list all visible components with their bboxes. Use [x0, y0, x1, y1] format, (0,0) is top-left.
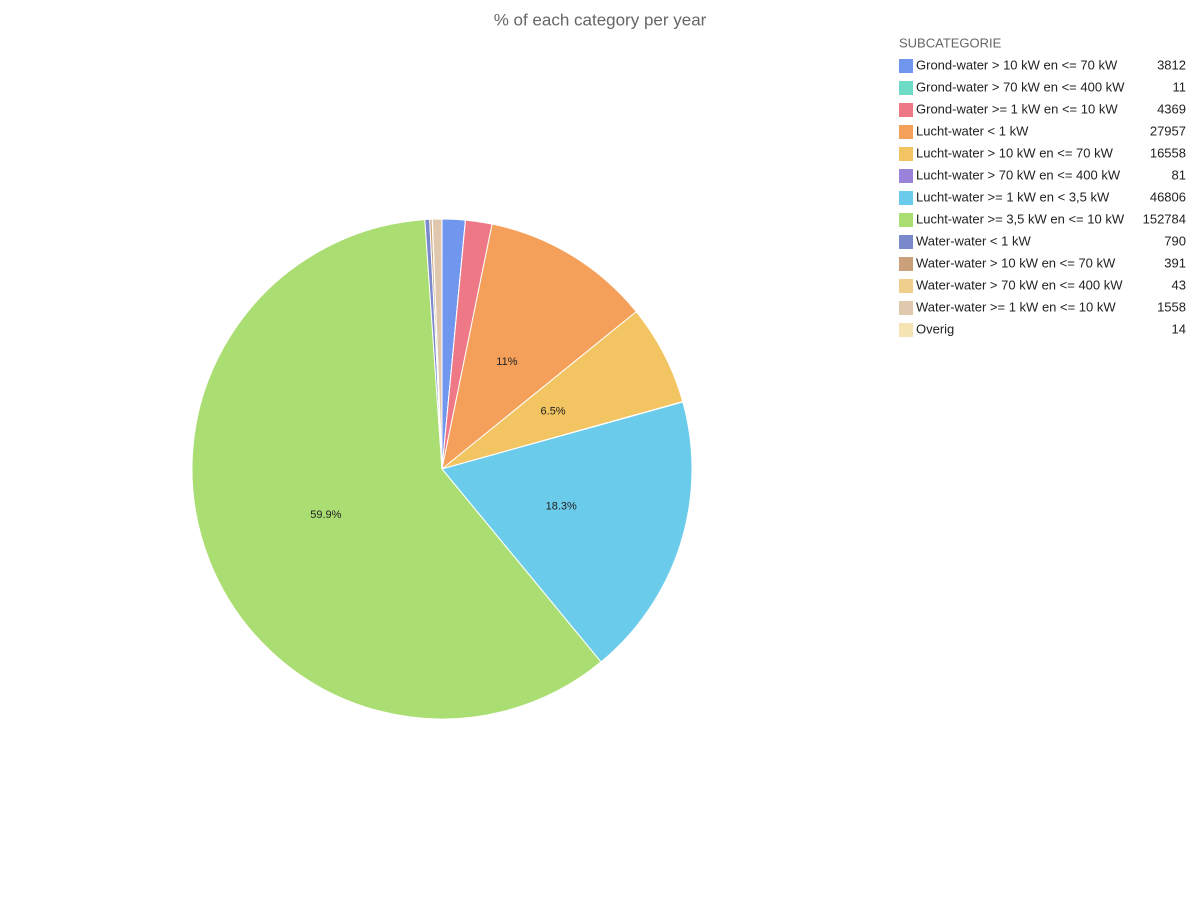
- legend-swatch: [899, 169, 913, 183]
- legend-swatch: [899, 81, 913, 95]
- legend-label: Grond-water > 70 kW en <= 400 kW: [916, 79, 1125, 94]
- legend-label: Lucht-water > 70 kW en <= 400 kW: [916, 167, 1121, 182]
- legend-swatch: [899, 323, 913, 337]
- legend-label: Overig: [916, 321, 954, 336]
- legend-label: Grond-water >= 1 kW en <= 10 kW: [916, 101, 1118, 116]
- legend-swatch: [899, 213, 913, 227]
- slice-label: 18.3%: [546, 500, 577, 512]
- legend-swatch: [899, 257, 913, 271]
- legend-value: 81: [1172, 167, 1186, 182]
- legend-label: Water-water < 1 kW: [916, 233, 1031, 248]
- legend-value: 4369: [1157, 101, 1186, 116]
- legend-value: 1558: [1157, 299, 1186, 314]
- legend-value: 11: [1173, 79, 1187, 94]
- legend-value: 46806: [1150, 189, 1186, 204]
- legend-label: Lucht-water > 10 kW en <= 70 kW: [916, 145, 1114, 160]
- legend-title: SUBCATEGORIE: [899, 35, 1002, 50]
- legend-label: Water-water > 70 kW en <= 400 kW: [916, 277, 1123, 292]
- legend-swatch: [899, 103, 913, 117]
- legend-swatch: [899, 235, 913, 249]
- legend-value: 43: [1172, 277, 1186, 292]
- legend-label: Lucht-water >= 3,5 kW en <= 10 kW: [916, 211, 1125, 226]
- legend-label: Water-water >= 1 kW en <= 10 kW: [916, 299, 1116, 314]
- legend-label: Grond-water > 10 kW en <= 70 kW: [916, 57, 1118, 72]
- chart-title: % of each category per year: [494, 10, 707, 29]
- legend-swatch: [899, 279, 913, 293]
- legend-value: 3812: [1157, 57, 1186, 72]
- slice-label: 6.5%: [541, 406, 566, 418]
- legend-swatch: [899, 59, 913, 73]
- pie-slice: [441, 223, 637, 471]
- legend-value: 16558: [1150, 145, 1186, 160]
- legend-label: Lucht-water < 1 kW: [916, 123, 1029, 138]
- slice-label: 11%: [496, 356, 517, 368]
- slice-label: 59.9%: [310, 509, 341, 521]
- legend-value: 391: [1164, 255, 1186, 270]
- legend-label: Lucht-water >= 1 kW en < 3,5 kW: [916, 189, 1110, 204]
- legend-swatch: [899, 301, 913, 315]
- legend-value: 14: [1172, 321, 1186, 336]
- legend-swatch: [899, 147, 913, 161]
- legend-label: Water-water > 10 kW en <= 70 kW: [916, 255, 1116, 270]
- legend-value: 790: [1164, 233, 1186, 248]
- legend-swatch: [899, 125, 913, 139]
- legend-value: 152784: [1143, 211, 1186, 226]
- pie-slice: [191, 219, 602, 720]
- legend-swatch: [899, 191, 913, 205]
- pie-slice: [441, 401, 693, 663]
- legend-value: 27957: [1150, 123, 1186, 138]
